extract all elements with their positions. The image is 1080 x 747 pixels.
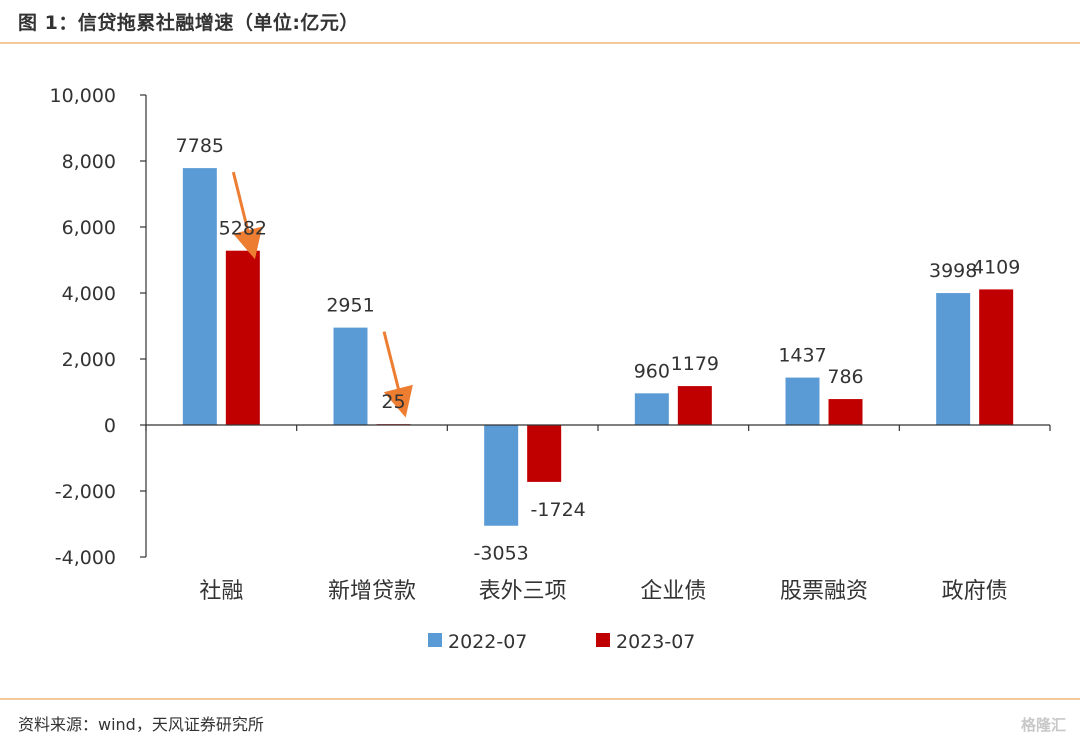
trend-arrow <box>382 331 413 418</box>
data-label: 3998 <box>929 260 977 282</box>
bar-2023-07 <box>677 386 712 425</box>
bar-2022-07 <box>484 425 519 526</box>
data-label: 25 <box>381 391 405 413</box>
bar-chart: -4,000-2,00002,0004,0006,0008,00010,000 … <box>50 85 1051 653</box>
header-divider <box>0 42 1080 44</box>
data-label: -3053 <box>474 543 529 565</box>
source-note: 资料来源：wind，天风证券研究所 <box>18 715 264 734</box>
category-label: 社融 <box>199 579 243 604</box>
y-tick-label: 10,000 <box>50 85 116 107</box>
category-label: 政府债 <box>942 579 1008 604</box>
data-label: 1179 <box>671 353 719 375</box>
category-label: 表外三项 <box>479 579 567 604</box>
data-label: 2951 <box>326 295 374 317</box>
category-label: 企业债 <box>640 579 706 604</box>
bar-2022-07 <box>634 393 669 425</box>
bar-2023-07 <box>828 399 863 425</box>
y-tick-label: 2,000 <box>62 349 116 371</box>
category-labels: 社融 新增贷款 表外三项 企业债 股票融资 政府债 <box>199 579 1007 604</box>
legend-label: 2023-07 <box>616 631 695 653</box>
figure-title: 图 1：信贷拖累社融增速（单位:亿元） <box>18 12 359 34</box>
y-axis: -4,000 -2,000 0 2,000 4,000 6,000 8,000 10,000 <box>50 85 147 569</box>
trend-arrow <box>231 171 263 260</box>
data-label: 7785 <box>176 135 224 157</box>
category-label: 股票融资 <box>780 579 868 604</box>
y-tick-label: 4,000 <box>62 283 116 305</box>
annotation-arrows <box>231 171 413 418</box>
footer-divider <box>0 698 1080 700</box>
watermark-logo: 格隆汇 <box>1020 716 1066 734</box>
x-axis <box>145 424 1051 431</box>
y-tick-label: 8,000 <box>62 151 116 173</box>
bars <box>182 168 1014 526</box>
bar-2022-07 <box>182 168 217 425</box>
bar-2023-07 <box>979 289 1014 425</box>
data-label: 960 <box>634 360 670 382</box>
category-label: 新增贷款 <box>328 579 416 604</box>
data-label: 4109 <box>972 256 1020 278</box>
data-label: 5282 <box>219 218 267 240</box>
y-tick-label: -4,000 <box>55 547 116 569</box>
bar-2023-07 <box>225 250 260 425</box>
bar-2023-07 <box>527 425 562 482</box>
legend: 2022-07 2023-07 <box>428 631 695 653</box>
bar-2022-07 <box>333 327 368 425</box>
bar-2022-07 <box>936 293 971 425</box>
y-tick-label: 6,000 <box>62 217 116 239</box>
y-tick-label: -2,000 <box>55 481 116 503</box>
y-tick-label: 0 <box>104 415 116 437</box>
data-label: -1724 <box>531 499 586 521</box>
legend-swatch <box>428 633 442 647</box>
data-label: 786 <box>827 366 863 388</box>
data-label: 1437 <box>778 345 826 367</box>
bar-2022-07 <box>785 377 820 425</box>
legend-swatch <box>596 633 610 647</box>
legend-label: 2022-07 <box>448 631 527 653</box>
